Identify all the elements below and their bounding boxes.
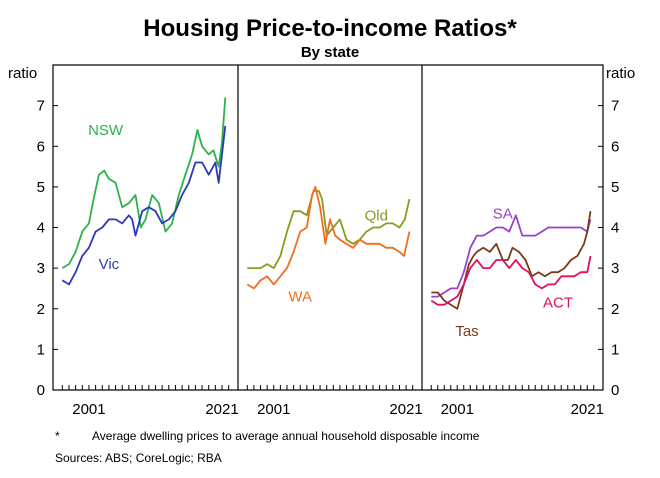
y-tick-label-right: 0 bbox=[611, 382, 619, 399]
y-tick-label-right: 2 bbox=[611, 301, 619, 318]
footnote-marker: * bbox=[55, 429, 60, 443]
series-labels: NSW Vic Qld WA SA Tas ACT bbox=[88, 122, 573, 340]
y-tick-label-right: 5 bbox=[611, 179, 619, 196]
y-tick-label-left: 4 bbox=[37, 220, 45, 237]
x-axes: 2001 2021 2001 2021 2001 2021 bbox=[61, 385, 604, 418]
series-label-act: ACT bbox=[543, 295, 573, 312]
y-tick-label-right: 3 bbox=[611, 260, 619, 277]
series-label-qld: Qld bbox=[365, 207, 388, 224]
series-line-wa bbox=[246, 185, 411, 290]
y-axis-left: 0 1 2 3 4 5 6 7 bbox=[37, 98, 58, 399]
x-tick-label: 2021 bbox=[205, 401, 238, 418]
sources-text: Sources: ABS; CoreLogic; RBA bbox=[55, 451, 222, 465]
series-label-wa: WA bbox=[288, 289, 312, 306]
y-tick-label-left: 3 bbox=[37, 260, 45, 277]
y-tick-label-right: 1 bbox=[611, 341, 619, 358]
x-tick-label: 2001 bbox=[257, 401, 290, 418]
series-label-tas: Tas bbox=[455, 323, 478, 340]
series-layer bbox=[61, 97, 592, 310]
y-tick-label-left: 0 bbox=[37, 382, 45, 399]
y-tick-label-left: 7 bbox=[37, 98, 45, 115]
y-axis-label-right: ratio bbox=[606, 65, 635, 82]
series-label-vic: Vic bbox=[99, 256, 120, 273]
chart-subtitle: By state bbox=[301, 44, 359, 61]
y-tick-label-left: 5 bbox=[37, 179, 45, 196]
series-line-vic bbox=[61, 125, 227, 286]
y-tick-label-right: 6 bbox=[611, 138, 619, 155]
series-line-nsw bbox=[61, 97, 227, 269]
series-label-sa: SA bbox=[493, 205, 513, 222]
x-tick-label: 2021 bbox=[389, 401, 422, 418]
footnote-text: Average dwelling prices to average annua… bbox=[92, 429, 480, 443]
x-tick-label: 2001 bbox=[72, 401, 105, 418]
y-tick-label-left: 1 bbox=[37, 341, 45, 358]
series-line-sa bbox=[431, 214, 592, 298]
x-tick-label: 2021 bbox=[571, 401, 604, 418]
series-line-tas bbox=[431, 211, 592, 310]
y-axis-right: 0 1 2 3 4 5 6 7 bbox=[598, 98, 619, 399]
series-label-nsw: NSW bbox=[88, 122, 124, 139]
y-tick-label-right: 7 bbox=[611, 98, 619, 115]
y-tick-label-left: 2 bbox=[37, 301, 45, 318]
y-axis-label-left: ratio bbox=[8, 65, 37, 82]
chart-title: Housing Price-to-income Ratios* bbox=[143, 15, 517, 42]
y-tick-label-left: 6 bbox=[37, 138, 45, 155]
y-tick-label-right: 4 bbox=[611, 220, 619, 237]
series-line-act bbox=[430, 255, 592, 306]
x-tick-label: 2001 bbox=[441, 401, 474, 418]
